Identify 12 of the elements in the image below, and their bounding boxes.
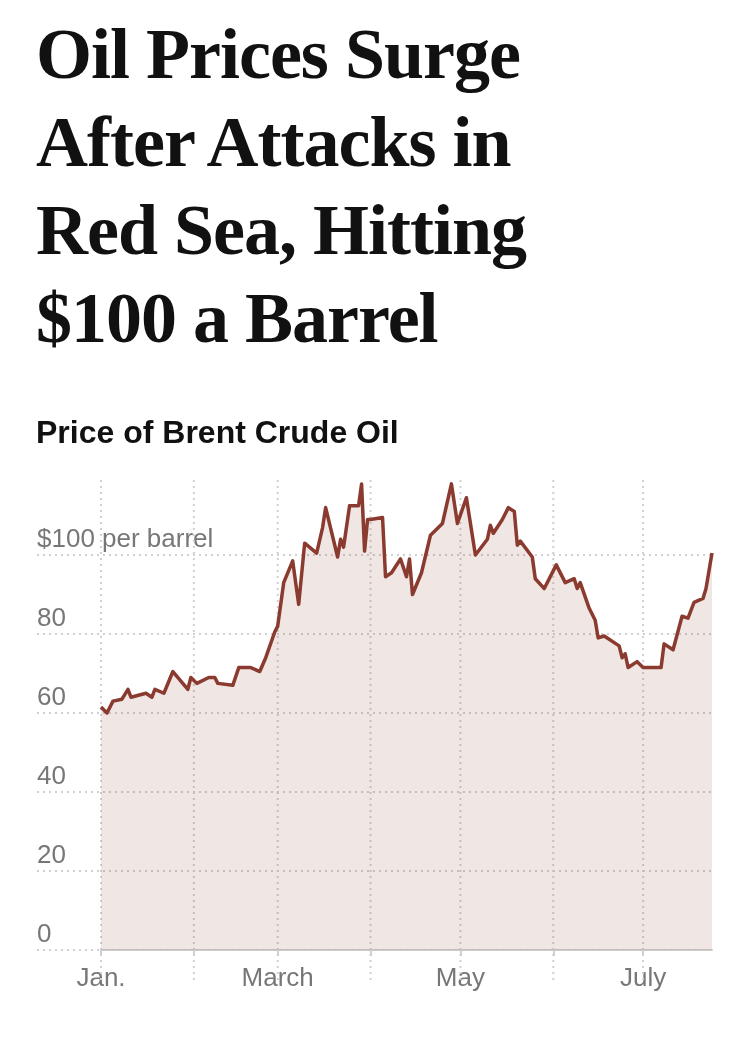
x-tick-label: Jan. — [76, 962, 126, 992]
y-tick-label: 80 — [37, 602, 66, 632]
x-tick-label: March — [241, 962, 314, 992]
chart-subtitle: Price of Brent Crude Oil — [36, 414, 400, 451]
y-tick-label: $100 per barrel — [37, 523, 214, 553]
x-tick-label: May — [435, 962, 485, 992]
x-tick-label: July — [619, 962, 667, 992]
y-tick-label: 40 — [37, 760, 66, 790]
y-tick-label: 60 — [37, 681, 66, 711]
y-tick-label: 0 — [37, 918, 52, 948]
chart-title: Oil Prices Surge After Attacks in Red Sea, Hitting $100 a Barrel — [36, 13, 528, 360]
y-tick-label: 20 — [37, 839, 66, 869]
